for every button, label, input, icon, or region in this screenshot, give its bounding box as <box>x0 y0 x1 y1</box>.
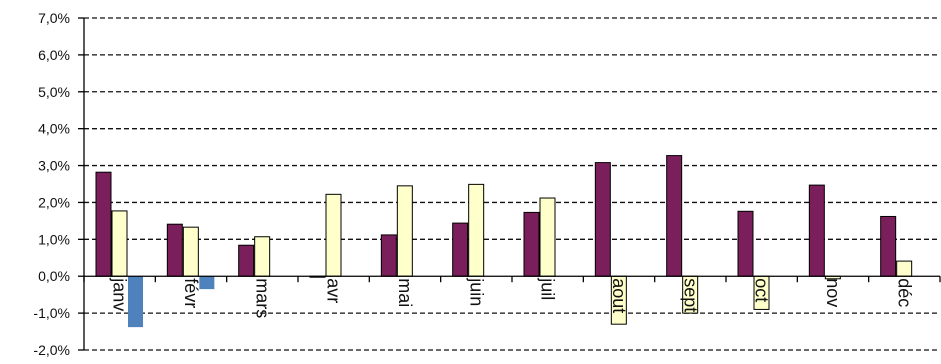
gridlines <box>84 17 940 351</box>
x-tick-label: avr <box>324 278 344 303</box>
y-tick-label: 1,0% <box>38 231 70 247</box>
axes <box>78 17 941 351</box>
x-tick-label: déc <box>894 278 914 307</box>
bar-series-3-janv <box>128 276 143 328</box>
bar-series-2-mai <box>396 185 413 277</box>
bar-series-2-avr <box>325 193 342 277</box>
y-tick-label: -1,0% <box>33 305 70 321</box>
bar-series-1-févr <box>166 223 183 277</box>
x-tick-label: janv <box>110 277 130 311</box>
y-axis-tick-labels: -2,0% -1,0% 0,0% 1,0% 2,0% 3,0% 4,0% 5,0% 6,0% 7,… <box>33 10 70 358</box>
bar-series-3-févr <box>199 276 215 290</box>
y-tick-label: 6,0% <box>38 47 70 63</box>
x-tick-label: nov <box>823 278 843 307</box>
y-tick-label: 4,0% <box>38 121 70 137</box>
bar-series-1-aout <box>594 162 611 277</box>
y-tick-label: 5,0% <box>38 84 70 100</box>
y-tick-label: 0,0% <box>38 268 70 284</box>
bar-series-1-mai <box>380 234 397 277</box>
x-tick-label: sept <box>680 278 700 312</box>
bar-series-2-févr <box>182 226 199 277</box>
bar-series-1-oct <box>737 210 754 277</box>
bar-series-1-juin <box>452 222 469 277</box>
bar-series-1-janv <box>95 171 112 277</box>
x-tick-label: juil <box>538 277 558 300</box>
bar-series-1-mars <box>238 244 255 277</box>
y-tick-label: 3,0% <box>38 158 70 174</box>
bar-series-2-juin <box>468 183 485 277</box>
y-tick-label: -2,0% <box>33 342 70 358</box>
bar-series-2-juil <box>539 197 556 277</box>
x-axis-tick-labels: janv févr mars avr mai juin juil aout sept oct nov… <box>110 277 915 318</box>
y-tick-label: 7,0% <box>38 10 70 26</box>
bar-series-1-sept <box>666 155 683 277</box>
x-tick-label: mai <box>395 278 415 307</box>
bar-series-2-déc <box>896 260 913 277</box>
x-tick-label: févr <box>181 278 201 308</box>
bar-series-1-juil <box>523 211 540 277</box>
bar-series-1-déc <box>880 215 897 277</box>
x-tick-label: oct <box>752 278 772 302</box>
x-tick-label: juin <box>466 277 486 306</box>
y-tick-label: 2,0% <box>38 194 70 210</box>
x-tick-label: mars <box>252 278 272 318</box>
bar-series-1-nov <box>808 184 825 277</box>
x-tick-label: aout <box>609 278 629 313</box>
bars <box>95 155 913 328</box>
bar-series-2-mars <box>254 236 271 277</box>
bar-series-2-janv <box>111 210 128 277</box>
